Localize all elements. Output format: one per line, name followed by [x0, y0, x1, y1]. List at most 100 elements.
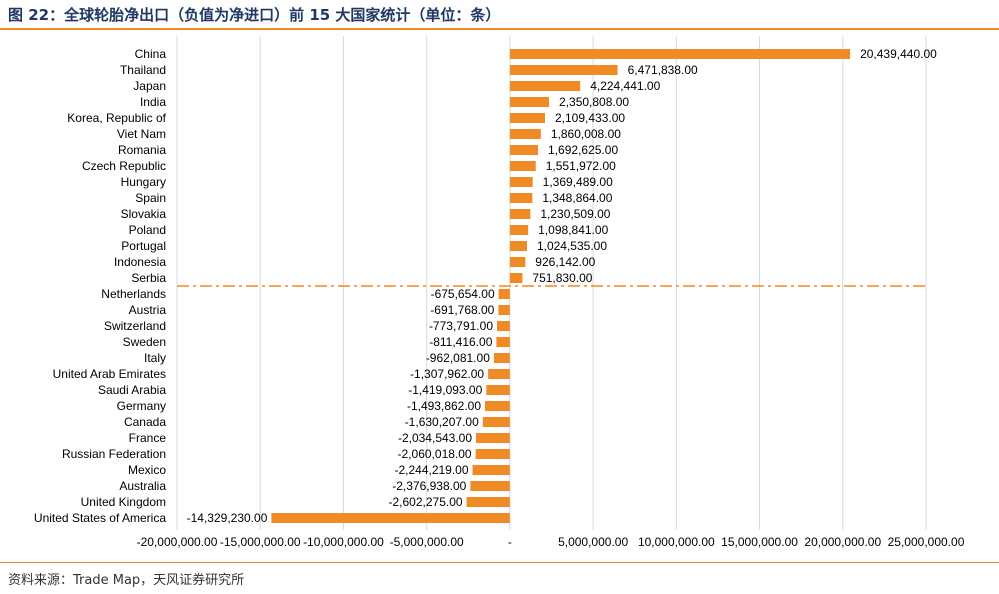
category-label: Viet Nam	[117, 127, 166, 141]
bar	[509, 129, 541, 139]
data-label: 1,551,972.00	[546, 159, 616, 173]
category-label: Portugal	[121, 239, 166, 253]
bar	[498, 289, 510, 299]
bar	[509, 161, 536, 171]
category-label: Australia	[119, 479, 166, 493]
bar	[475, 449, 510, 459]
bar	[509, 209, 531, 219]
category-label: Italy	[144, 351, 166, 365]
source-note: 资料来源：Trade Map，天风证券研究所	[8, 573, 245, 588]
bar	[509, 97, 550, 107]
category-label: Spain	[135, 191, 166, 205]
bar	[509, 113, 545, 123]
category-label: United Kingdom	[81, 495, 166, 509]
data-label: -2,034,543.00	[398, 431, 472, 445]
bar	[482, 417, 510, 427]
category-label: United Arab Emirates	[53, 367, 166, 381]
data-label: -2,376,938.00	[392, 479, 466, 493]
data-label: 926,142.00	[535, 255, 595, 269]
data-label: 1,348,864.00	[542, 191, 612, 205]
data-label: 2,109,433.00	[555, 111, 625, 125]
category-label: Poland	[129, 223, 166, 237]
x-tick-label: 20,000,000.00	[804, 535, 881, 549]
data-label: 1,369,489.00	[543, 175, 613, 189]
bar	[493, 353, 510, 363]
bar	[509, 177, 533, 187]
category-label: Germany	[117, 399, 166, 413]
category-label: Korea, Republic of	[67, 111, 166, 125]
category-label: Japan	[133, 79, 166, 93]
data-label: -773,791.00	[429, 319, 493, 333]
bar	[496, 337, 510, 347]
x-tick-label: -	[508, 535, 512, 549]
x-tick-label: 25,000,000.00	[888, 535, 965, 549]
category-label: Netherlands	[101, 287, 166, 301]
data-label: -675,654.00	[431, 287, 495, 301]
bar	[472, 465, 510, 475]
category-label: Canada	[124, 415, 166, 429]
bar	[509, 65, 618, 75]
footer-rule	[0, 562, 999, 563]
bar	[498, 305, 510, 315]
data-label: 6,471,838.00	[628, 63, 698, 77]
category-label: Sweden	[123, 335, 166, 349]
bar	[271, 513, 510, 523]
bar	[509, 273, 523, 283]
bar	[509, 81, 581, 91]
data-label: 751,830.00	[532, 271, 592, 285]
bar	[509, 241, 527, 251]
bar	[466, 497, 510, 507]
x-tick-label: 10,000,000.00	[638, 535, 715, 549]
data-label: -1,630,207.00	[405, 415, 479, 429]
data-label: -691,768.00	[430, 303, 494, 317]
category-label: Hungary	[121, 175, 166, 189]
data-label: -1,307,962.00	[410, 367, 484, 381]
category-label: Romania	[118, 143, 166, 157]
category-label: Switzerland	[104, 319, 166, 333]
category-label: Serbia	[131, 271, 166, 285]
x-tick-label: -20,000,000.00	[137, 535, 218, 549]
data-label: -1,419,093.00	[408, 383, 482, 397]
category-label: Saudi Arabia	[98, 383, 166, 397]
x-tick-label: -5,000,000.00	[390, 535, 464, 549]
category-label: China	[135, 47, 167, 61]
data-label: 1,692,625.00	[548, 143, 618, 157]
data-label: -811,416.00	[429, 335, 492, 349]
category-label: Thailand	[120, 63, 166, 77]
bar	[486, 385, 510, 395]
bar	[488, 369, 510, 379]
category-label: Austria	[129, 303, 167, 317]
bar	[485, 401, 510, 411]
data-label: -1,493,862.00	[407, 399, 481, 413]
data-label: -2,602,275.00	[389, 495, 463, 509]
data-label: 4,224,441.00	[590, 79, 660, 93]
data-label: 20,439,440.00	[860, 47, 937, 61]
x-tick-label: -15,000,000.00	[220, 535, 301, 549]
title-rule	[0, 28, 999, 30]
x-tick-label: -10,000,000.00	[303, 535, 384, 549]
bar	[509, 193, 533, 203]
data-label: 2,350,808.00	[559, 95, 629, 109]
bar	[470, 481, 510, 491]
category-label: United States of America	[34, 511, 166, 525]
data-label: 1,098,841.00	[538, 223, 608, 237]
bar	[509, 49, 851, 59]
category-label: Indonesia	[114, 255, 166, 269]
bar	[509, 225, 529, 235]
chart-title: 图 22：全球轮胎净出口（负值为净进口）前 15 大国家统计（单位：条）	[8, 6, 501, 24]
category-label: France	[129, 431, 167, 445]
bar	[497, 321, 510, 331]
category-label: Slovakia	[121, 207, 167, 221]
category-label: Czech Republic	[82, 159, 166, 173]
bar-chart: -20,000,000.00 -15,000,000.00 -10,000,000.…	[34, 36, 965, 549]
data-label: -2,060,018.00	[398, 447, 472, 461]
bar	[509, 145, 539, 155]
data-label: 1,024,535.00	[537, 239, 607, 253]
category-label: Russian Federation	[62, 447, 166, 461]
category-label: India	[140, 95, 166, 109]
data-label: 1,230,509.00	[540, 207, 610, 221]
x-tick-label: 5,000,000.00	[558, 535, 628, 549]
category-label: Mexico	[128, 463, 166, 477]
bar	[476, 433, 510, 443]
data-label: -962,081.00	[426, 351, 490, 365]
